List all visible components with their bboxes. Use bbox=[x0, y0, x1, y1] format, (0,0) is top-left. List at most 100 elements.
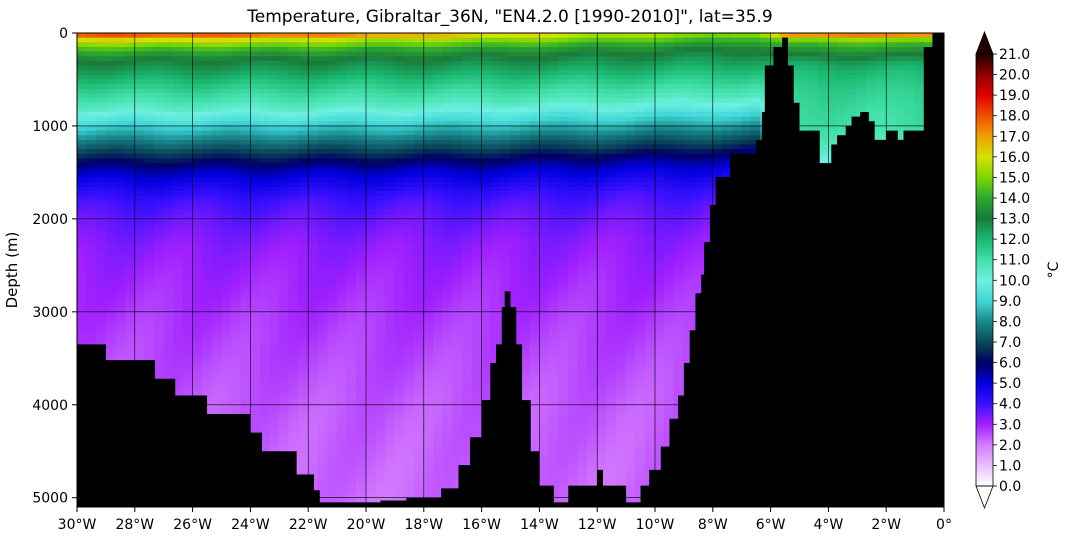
temperature-cell bbox=[125, 297, 136, 304]
temperature-cell bbox=[442, 265, 453, 271]
temperature-cell bbox=[384, 441, 396, 448]
temperature-cell bbox=[163, 60, 174, 67]
temperature-cell bbox=[163, 46, 174, 53]
temperature-cell bbox=[481, 381, 492, 387]
temperature-cell bbox=[452, 437, 463, 443]
temperature-cell bbox=[202, 246, 213, 253]
temperature-cell bbox=[211, 98, 222, 104]
temperature-cell bbox=[384, 70, 396, 76]
temperature-cell bbox=[144, 79, 155, 85]
temperature-cell bbox=[86, 218, 97, 225]
temperature-cell bbox=[356, 325, 367, 332]
temperature-cell bbox=[365, 283, 376, 290]
temperature-cell bbox=[529, 37, 540, 43]
temperature-cell bbox=[230, 330, 242, 336]
temperature-cell bbox=[279, 339, 290, 345]
temperature-cell bbox=[365, 70, 376, 76]
temperature-cell bbox=[500, 283, 511, 290]
temperature-cell bbox=[490, 325, 502, 332]
temperature-cell bbox=[317, 423, 328, 429]
temperature-cell bbox=[452, 260, 463, 266]
temperature-cell bbox=[250, 98, 261, 104]
temperature-cell bbox=[365, 372, 376, 378]
temperature-cell bbox=[96, 181, 107, 187]
temperature-cell bbox=[173, 121, 184, 127]
temperature-cell bbox=[240, 376, 251, 383]
temperature-cell bbox=[394, 135, 405, 141]
temperature-cell bbox=[230, 209, 242, 215]
temperature-cell bbox=[365, 451, 376, 457]
temperature-cell bbox=[519, 362, 530, 369]
temperature-cell bbox=[519, 353, 530, 359]
temperature-cell bbox=[250, 232, 261, 239]
temperature-cell bbox=[288, 432, 299, 438]
temperature-cell bbox=[307, 390, 319, 397]
temperature-cell bbox=[115, 274, 126, 280]
temperature-cell bbox=[173, 144, 184, 150]
temperature-cell bbox=[288, 237, 299, 243]
temperature-cell bbox=[134, 70, 145, 76]
temperature-cell bbox=[442, 112, 453, 118]
temperature-cell bbox=[442, 274, 453, 280]
temperature-cell bbox=[452, 483, 463, 490]
temperature-cell bbox=[105, 223, 117, 229]
temperature-cell bbox=[365, 307, 376, 313]
temperature-cell bbox=[529, 191, 540, 197]
temperature-cell bbox=[192, 93, 203, 99]
temperature-cell bbox=[269, 441, 280, 448]
temperature-cell bbox=[269, 107, 280, 113]
temperature-cell bbox=[442, 362, 453, 369]
temperature-cell bbox=[221, 330, 232, 336]
temperature-cell bbox=[288, 395, 299, 401]
temperature-cell bbox=[365, 404, 376, 411]
temperature-cell bbox=[394, 265, 405, 271]
temperature-cell bbox=[288, 102, 299, 108]
temperature-cell bbox=[433, 74, 444, 81]
temperature-cell bbox=[298, 121, 309, 127]
temperature-cell bbox=[173, 218, 184, 225]
temperature-cell bbox=[346, 474, 357, 480]
temperature-cell bbox=[413, 409, 425, 415]
temperature-cell bbox=[538, 362, 550, 369]
temperature-cell bbox=[163, 56, 174, 62]
temperature-cell bbox=[365, 74, 376, 81]
temperature-cell bbox=[317, 135, 328, 141]
temperature-cell bbox=[384, 186, 396, 192]
temperature-cell bbox=[182, 163, 194, 169]
temperature-cell bbox=[327, 311, 338, 318]
temperature-cell bbox=[500, 172, 511, 178]
temperature-cell bbox=[538, 469, 550, 476]
temperature-cell bbox=[356, 260, 367, 266]
temperature-cell bbox=[192, 116, 203, 122]
temperature-cell bbox=[384, 112, 396, 118]
temperature-cell bbox=[307, 325, 319, 332]
temperature-cell bbox=[384, 167, 396, 174]
temperature-cell bbox=[538, 302, 550, 308]
temperature-cell bbox=[336, 93, 348, 99]
temperature-cell bbox=[153, 265, 165, 271]
temperature-cell bbox=[336, 376, 348, 383]
temperature-cell bbox=[259, 237, 271, 243]
temperature-cell bbox=[538, 200, 550, 206]
temperature-cell bbox=[173, 209, 184, 215]
temperature-cell bbox=[510, 228, 521, 234]
temperature-cell bbox=[500, 65, 511, 71]
temperature-cell bbox=[404, 437, 415, 443]
temperature-cell bbox=[115, 232, 126, 239]
temperature-cell bbox=[394, 349, 405, 355]
temperature-cell bbox=[298, 242, 309, 248]
temperature-cell bbox=[288, 177, 299, 183]
temperature-cell bbox=[86, 177, 97, 183]
temperature-cell bbox=[461, 400, 473, 406]
temperature-cell bbox=[307, 256, 319, 262]
temperature-cell bbox=[394, 191, 405, 197]
temperature-cell bbox=[269, 167, 280, 174]
temperature-cell bbox=[153, 135, 165, 141]
temperature-cell bbox=[221, 316, 232, 322]
temperature-cell bbox=[182, 135, 194, 141]
temperature-cell bbox=[269, 279, 280, 285]
temperature-cell bbox=[423, 488, 434, 494]
temperature-cell bbox=[202, 112, 213, 118]
temperature-cell bbox=[86, 302, 97, 308]
temperature-cell bbox=[471, 42, 482, 48]
